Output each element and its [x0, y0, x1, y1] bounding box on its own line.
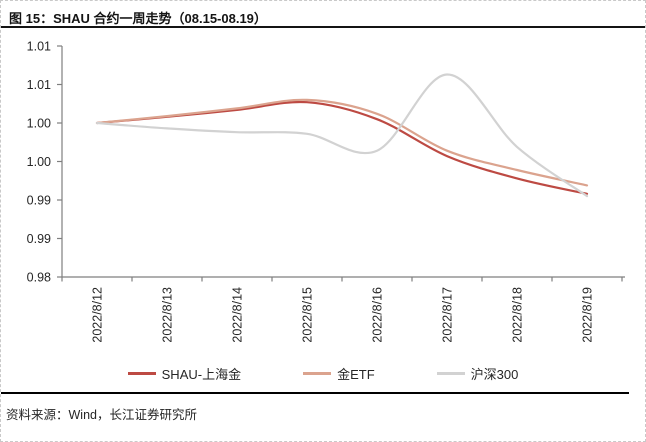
legend-label-hs300: 沪深300: [470, 366, 519, 382]
series-line-1: [95, 98, 589, 187]
x-tick-label-1: 2022/8/13: [161, 287, 175, 343]
x-tick-label-7: 2022/8/19: [581, 287, 595, 343]
series-line-2: [95, 73, 589, 198]
legend-label-gold-etf: 金ETF: [337, 366, 375, 382]
figure-footer: 资料来源：Wind，长江证券研究所: [1, 392, 629, 423]
x-tick-label-4: 2022/8/16: [371, 287, 385, 343]
y-tick-label-2: 1.00: [27, 117, 51, 131]
hs300-line-swatch-icon: [436, 371, 465, 375]
legend-item-shau: SHAU-上海金: [127, 364, 242, 383]
data-source-note: 资料来源：Wind，长江证券研究所: [6, 408, 197, 422]
x-tick-label-5: 2022/8/17: [441, 287, 455, 343]
y-tick-label-3: 1.00: [27, 155, 51, 169]
chart-legend: SHAU-上海金 金ETF 沪深300: [1, 363, 645, 383]
y-tick-label-4: 0.99: [27, 194, 51, 208]
shau-line-swatch-icon: [127, 371, 156, 375]
x-tick-label-2: 2022/8/14: [231, 287, 245, 343]
x-tick-label-3: 2022/8/15: [301, 287, 315, 343]
figure-title: 图 15：SHAU 合约一周走势（08.15-08.19）: [9, 11, 267, 26]
y-tick-label-6: 0.98: [27, 271, 51, 285]
gold-etf-line-swatch-icon: [303, 371, 332, 375]
legend-item-gold-etf: 金ETF: [303, 364, 375, 383]
y-tick-label-5: 0.99: [27, 232, 51, 246]
y-tick-label-0: 1.01: [27, 40, 51, 54]
figure-header: 图 15：SHAU 合约一周走势（08.15-08.19）: [1, 1, 645, 28]
y-tick-label-1: 1.01: [27, 78, 51, 92]
legend-item-hs300: 沪深300: [436, 364, 519, 383]
legend-label-shau: SHAU-上海金: [161, 366, 242, 382]
x-tick-label-6: 2022/8/18: [511, 287, 525, 343]
x-tick-label-0: 2022/8/12: [91, 287, 105, 343]
